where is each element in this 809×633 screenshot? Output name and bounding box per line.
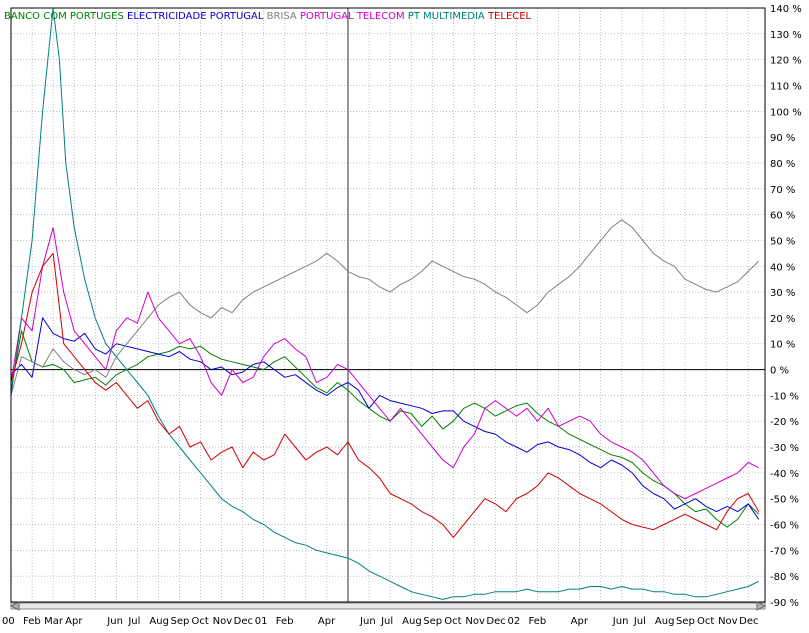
x-tick-label: Jul: [633, 616, 646, 627]
x-tick-label: Feb: [276, 616, 294, 627]
x-tick-label: Nov: [465, 616, 485, 627]
y-tick-label: 100 %: [770, 107, 802, 118]
y-tick-label: 110 %: [770, 81, 802, 92]
y-tick-label: 80 %: [770, 159, 795, 170]
legend-item-pt-multimedia: PT MULTIMEDIA: [405, 11, 485, 22]
y-tick-label: 70 %: [770, 185, 795, 196]
y-tick-label: -90 %: [770, 598, 799, 609]
x-tick-label: Dec: [234, 616, 253, 627]
legend-item-telecel: TELECEL: [485, 11, 532, 22]
x-tick-label: Jun: [612, 616, 629, 627]
y-tick-label: 10 %: [770, 340, 795, 351]
x-tick-label: Aug: [655, 616, 675, 627]
horizontal-scrollbar[interactable]: [9, 601, 767, 611]
series-line-electricidade-portugal: [10, 317, 760, 520]
y-tick-label: 60 %: [770, 211, 795, 222]
y-tick-label: -20 %: [770, 417, 799, 428]
series-line-brisa: [10, 219, 760, 396]
x-tick-label: Apr: [318, 616, 336, 627]
y-tick-label: 130 %: [770, 30, 802, 41]
x-tick-label: Aug: [402, 616, 422, 627]
x-tick-label: Apr: [571, 616, 589, 627]
legend-item-banco-com-portuges: BANCO COM PORTUGES: [4, 11, 124, 22]
x-tick-label: Sep: [423, 616, 442, 627]
x-tick-label: Jul: [127, 616, 140, 627]
x-tick-label: Mar: [44, 616, 64, 627]
series-line-portugal-telecom: [10, 227, 759, 500]
y-tick-label: 90 %: [770, 133, 795, 144]
x-tick-label: Oct: [444, 616, 461, 627]
y-tick-label: -30 %: [770, 443, 799, 454]
y-axis-tick-labels: 140 % 130 % 120 % 110 % 100 % 90 % 80 % 70 % 60 …: [770, 4, 802, 609]
legend-item-brisa: BRISA: [263, 11, 296, 22]
legend: BANCO COM PORTUGES ELECTRICIDADE PORTUGA…: [4, 11, 532, 22]
legend-item-portugal-telecom: PORTUGAL TELECOM: [297, 11, 405, 22]
legend-item-electricidade-portugal: ELECTRICIDADE PORTUGAL: [124, 11, 264, 22]
y-tick-label: -50 %: [770, 495, 799, 506]
series-line-banco-com-portuges: [10, 330, 760, 528]
x-tick-label: Jun: [359, 616, 376, 627]
x-tick-label: Sep: [676, 616, 695, 627]
y-tick-label: 120 %: [770, 56, 802, 67]
scrollbar-track[interactable]: [10, 602, 766, 610]
x-tick-label: Apr: [65, 616, 83, 627]
x-tick-label: Feb: [529, 616, 547, 627]
x-tick-label: Sep: [170, 616, 189, 627]
y-tick-label: 30 %: [770, 288, 795, 299]
y-tick-label: 20 %: [770, 314, 795, 325]
y-tick-label: -60 %: [770, 521, 799, 532]
series-lines: [10, 7, 760, 600]
scroll-left-arrow-icon[interactable]: [9, 601, 20, 611]
y-tick-label: -80 %: [770, 572, 799, 583]
scroll-right-arrow-icon[interactable]: [756, 601, 767, 611]
series-line-telecel: [10, 252, 760, 538]
x-tick-label: 02: [507, 616, 520, 627]
y-tick-label: -40 %: [770, 469, 799, 480]
x-tick-label: Aug: [149, 616, 169, 627]
y-tick-label: -10 %: [770, 391, 799, 402]
y-tick-label: 140 %: [770, 4, 802, 15]
x-tick-label: Oct: [192, 616, 209, 627]
x-tick-label: Nov: [213, 616, 233, 627]
plot-frame: [10, 7, 766, 603]
x-tick-label: Jun: [106, 616, 123, 627]
series-line-pt-multimedia: [10, 7, 759, 600]
y-tick-label: 0 %: [770, 366, 789, 377]
x-tick-label: Nov: [718, 616, 738, 627]
x-tick-label: 00: [2, 616, 15, 627]
x-tick-label: Feb: [23, 616, 41, 627]
x-tick-label: Dec: [486, 616, 505, 627]
y-tick-label: -70 %: [770, 546, 799, 557]
x-tick-label: Oct: [697, 616, 714, 627]
x-tick-label: Jul: [380, 616, 393, 627]
x-axis-tick-labels: 00 Feb Mar Apr Jun Jul Aug Sep Oct Nov Dec 01 Feb Apr…: [2, 616, 759, 627]
x-tick-label: 01: [255, 616, 268, 627]
y-tick-label: 40 %: [770, 262, 795, 273]
y-tick-label: 50 %: [770, 236, 795, 247]
x-tick-label: Dec: [739, 616, 758, 627]
